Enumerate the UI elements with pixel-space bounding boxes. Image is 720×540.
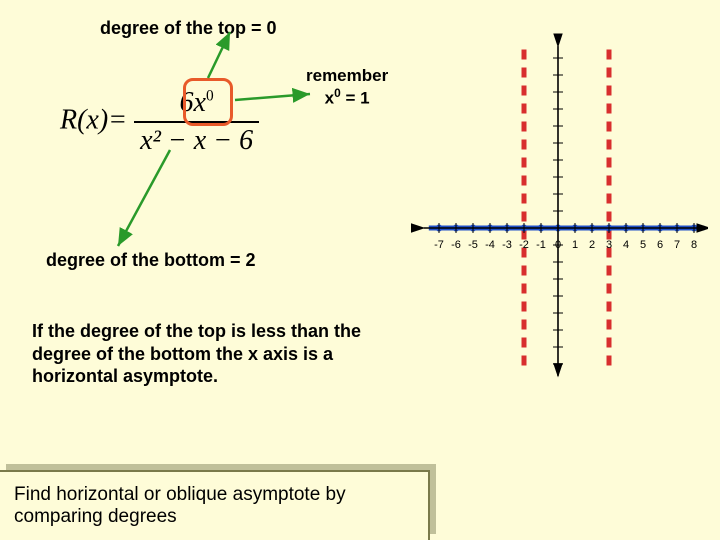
remember-note: remember x0 = 1	[306, 66, 388, 109]
x-tick-label: -2	[519, 239, 529, 251]
x-tick-label: -6	[451, 239, 461, 251]
x-tick-label: -1	[536, 239, 546, 251]
x-tick-label: 4	[623, 239, 629, 251]
arrow-to-top-degree	[208, 32, 230, 78]
x-tick-label: 6	[657, 239, 663, 251]
x-tick-label: 1	[572, 239, 578, 251]
x-tick-label: -3	[502, 239, 512, 251]
remember-sup: 0	[334, 86, 341, 100]
x-tick-label: 7	[674, 239, 680, 251]
x-tick-label: 8	[691, 239, 697, 251]
x-tick-label: -4	[485, 239, 495, 251]
remember-line1: remember	[306, 66, 388, 86]
coordinate-graph: -7-6-5-4-3-2-1012345678	[408, 18, 708, 378]
arrow-to-bottom-degree	[118, 150, 170, 246]
arrow-to-remember	[235, 94, 310, 100]
graph-svg: -7-6-5-4-3-2-1012345678	[408, 18, 708, 378]
instruction-box: Find horizontal or oblique asymptote by …	[0, 470, 430, 540]
x-tick-label: 5	[640, 239, 646, 251]
remember-x: x	[325, 89, 334, 108]
remember-eq: = 1	[341, 89, 370, 108]
x-tick-label: 2	[589, 239, 595, 251]
x-tick-label: 3	[606, 239, 612, 251]
degree-bottom-title: degree of the bottom = 2	[46, 250, 256, 271]
x-tick-label: -7	[434, 239, 444, 251]
explanation-text: If the degree of the top is less than th…	[32, 320, 402, 388]
x-tick-label: -5	[468, 239, 478, 251]
remember-line2: x0 = 1	[306, 86, 388, 109]
